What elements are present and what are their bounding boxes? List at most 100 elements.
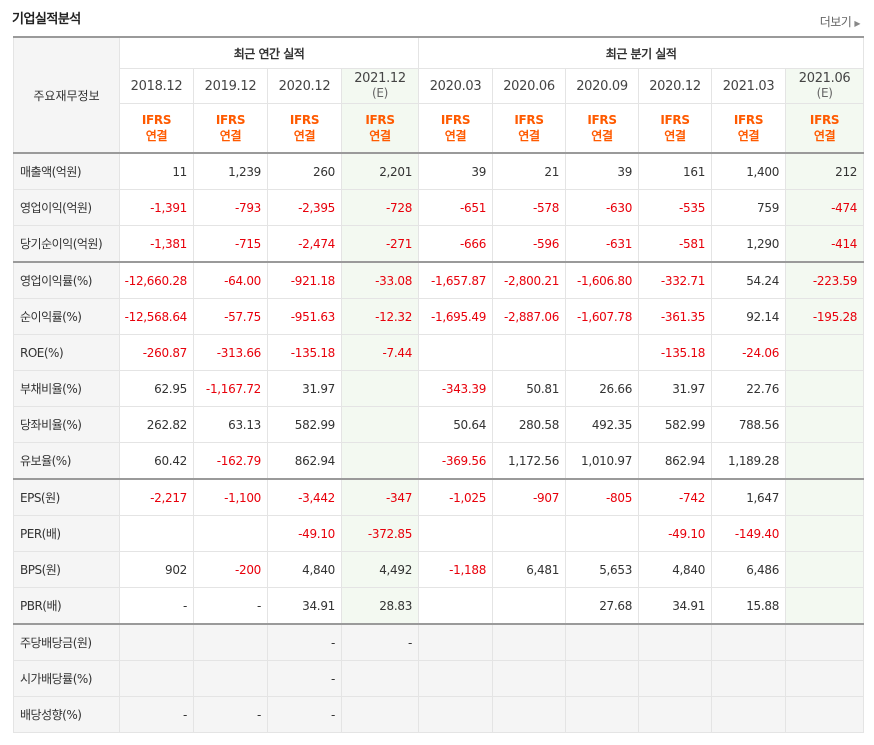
period-label: 2020.12: [649, 78, 701, 94]
consolidated-label: 연결: [664, 129, 686, 143]
ifrs-header: IFRS 연결: [418, 103, 494, 154]
table-cell: 1,400: [711, 152, 787, 190]
table-cell: [340, 660, 420, 697]
table-cell: 34.91: [267, 587, 342, 625]
table-cell: [638, 696, 713, 733]
table-cell: 1,010.97: [565, 442, 640, 480]
table-cell: [785, 406, 865, 443]
table-cell: -: [119, 696, 194, 733]
table-cell: [492, 587, 567, 625]
period-label: 2020.03: [429, 78, 482, 94]
table-cell: 582.99: [638, 406, 713, 443]
table-cell: [638, 660, 713, 697]
table-cell: 27.68: [565, 587, 640, 625]
table-cell: [711, 623, 787, 661]
table-cell: 260: [267, 152, 342, 190]
row-label: 부채비율(%): [13, 370, 120, 407]
table-cell: 15.88: [711, 587, 787, 625]
table-cell: [785, 551, 865, 588]
table-cell: 34.91: [638, 587, 713, 625]
row-label: 매출액(억원): [13, 152, 120, 190]
table-row: BPS(원) 902 -200 4,840 4,492 -1,188 6,481 5,653 4…: [13, 551, 865, 588]
table-cell: -921.18: [267, 261, 342, 299]
table-cell: 4,492: [340, 551, 420, 588]
ifrs-label: IFRS: [733, 113, 764, 127]
table-cell: -347: [340, 478, 420, 516]
period-label: 2020.06: [503, 78, 555, 94]
table-cell: 161: [638, 152, 713, 190]
row-label: EPS(원): [13, 478, 120, 516]
table-cell: -1,657.87: [418, 261, 494, 299]
table-cell: 280.58: [492, 406, 567, 443]
table-cell: [785, 696, 865, 733]
table-cell: 1,239: [193, 152, 268, 190]
table-cell: 902: [119, 551, 194, 588]
table-cell: 50.81: [492, 370, 567, 407]
estimate-label: (E): [372, 86, 389, 100]
period-header: 2020.03: [418, 68, 494, 104]
period-header: 2020.12: [267, 68, 342, 104]
table-cell: 5,653: [565, 551, 640, 588]
table-cell: -135.18: [267, 334, 342, 371]
table-cell: [785, 478, 865, 516]
table-cell: -: [267, 660, 342, 697]
table-cell: -313.66: [193, 334, 268, 371]
table-cell: 862.94: [267, 442, 342, 480]
table-cell: -12,568.64: [119, 298, 194, 335]
row-label: 배당성향(%): [13, 696, 120, 733]
table-cell: 4,840: [638, 551, 713, 588]
table-cell: -332.71: [638, 261, 713, 299]
more-link[interactable]: 더보기 ▶: [819, 15, 861, 29]
period-label: 2018.12: [130, 78, 183, 94]
table-cell: -1,606.80: [565, 261, 640, 299]
table-cell: 212: [785, 152, 865, 190]
table-cell: [193, 623, 268, 661]
table-cell: 6,481: [492, 551, 567, 588]
table-cell: [418, 515, 494, 552]
table-row: 매출액(억원) 11 1,239 260 2,201 39 21 39 161 1,400 212: [13, 152, 865, 190]
table-cell: [340, 406, 420, 443]
table-cell: -343.39: [418, 370, 494, 407]
table-cell: [492, 334, 567, 371]
table-cell: -64.00: [193, 261, 268, 299]
table-cell: -: [267, 623, 342, 661]
ifrs-label: IFRS: [215, 113, 246, 127]
table-cell: -951.63: [267, 298, 342, 335]
table-cell: -: [193, 696, 268, 733]
table-cell: 6,486: [711, 551, 787, 588]
row-label: ROE(%): [13, 334, 120, 371]
table-cell: -2,217: [119, 478, 194, 516]
consolidated-label: 연결: [145, 129, 168, 143]
table-cell: -: [193, 587, 268, 625]
ifrs-label: IFRS: [587, 113, 617, 127]
table-cell: -2,395: [267, 189, 342, 226]
table-cell: -369.56: [418, 442, 494, 480]
period-header: 2020.06: [492, 68, 567, 104]
table-cell: 39: [418, 152, 494, 190]
table-cell: -24.06: [711, 334, 787, 371]
table-cell: 759: [711, 189, 787, 226]
table-cell: 788.56: [711, 406, 787, 443]
row-label: 당기순이익(억원): [13, 225, 120, 263]
table-cell: -200: [193, 551, 268, 588]
table-cell: [565, 515, 640, 552]
table-cell: -474: [785, 189, 865, 226]
table-cell: -2,474: [267, 225, 342, 263]
table-cell: -666: [418, 225, 494, 263]
consolidated-label: 연결: [369, 129, 391, 143]
table-cell: -907: [492, 478, 567, 516]
table-cell: -715: [193, 225, 268, 263]
table-cell: 22.76: [711, 370, 787, 407]
row-label: PER(배): [13, 515, 120, 552]
table-row: 순이익률(%) -12,568.64 -57.75 -951.63 -12.32 -1,6…: [13, 298, 865, 335]
table-cell: 31.97: [638, 370, 713, 407]
table-cell: 1,647: [711, 478, 787, 516]
table-cell: 26.66: [565, 370, 640, 407]
period-header: 2018.12: [119, 68, 194, 104]
table-row: PBR(배) - -34.91 28.83 27.68 34.91 15.88: [13, 587, 865, 625]
table-cell: [711, 660, 787, 697]
table-cell: [785, 587, 865, 625]
table-cell: -1,695.49: [418, 298, 494, 335]
table-cell: -2,887.06: [492, 298, 567, 335]
table-cell: -535: [638, 189, 713, 226]
